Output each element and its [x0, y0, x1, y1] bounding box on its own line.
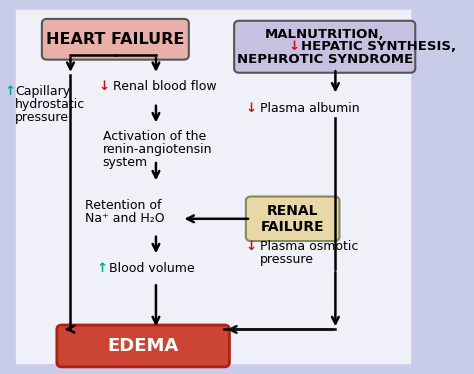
- Text: system: system: [102, 156, 148, 169]
- Text: Blood volume: Blood volume: [109, 262, 194, 275]
- Text: Na⁺ and H₂O: Na⁺ and H₂O: [85, 212, 165, 225]
- Text: pressure: pressure: [15, 111, 69, 124]
- Text: Plasma albumin: Plasma albumin: [260, 102, 359, 115]
- FancyBboxPatch shape: [42, 19, 189, 59]
- Text: EDEMA: EDEMA: [108, 337, 179, 355]
- Text: Plasma osmotic: Plasma osmotic: [260, 240, 358, 253]
- Text: pressure: pressure: [260, 254, 314, 266]
- Text: Retention of: Retention of: [85, 199, 162, 212]
- FancyBboxPatch shape: [57, 325, 229, 367]
- Text: ↑: ↑: [96, 262, 107, 275]
- Text: ↓: ↓: [98, 80, 109, 92]
- Text: MALNUTRITION,: MALNUTRITION,: [265, 28, 384, 41]
- Text: Capillary: Capillary: [15, 85, 70, 98]
- FancyBboxPatch shape: [234, 21, 415, 73]
- Text: RENAL
FAILURE: RENAL FAILURE: [261, 204, 325, 234]
- Text: renin-angiotensin: renin-angiotensin: [102, 143, 212, 156]
- FancyBboxPatch shape: [13, 7, 414, 367]
- Text: ↓: ↓: [288, 40, 300, 53]
- Text: ↓: ↓: [246, 240, 257, 253]
- Text: hydrostatic: hydrostatic: [15, 98, 85, 111]
- Text: Activation of the: Activation of the: [102, 130, 206, 143]
- Text: Renal blood flow: Renal blood flow: [113, 80, 217, 92]
- FancyBboxPatch shape: [246, 197, 339, 241]
- Text: ↓: ↓: [246, 102, 257, 115]
- Text: HEPATIC SYNTHESIS,: HEPATIC SYNTHESIS,: [301, 40, 456, 53]
- Text: HEART FAILURE: HEART FAILURE: [46, 32, 184, 47]
- Text: ↑: ↑: [4, 85, 15, 98]
- Text: NEPHROTIC SYNDROME: NEPHROTIC SYNDROME: [237, 53, 413, 65]
